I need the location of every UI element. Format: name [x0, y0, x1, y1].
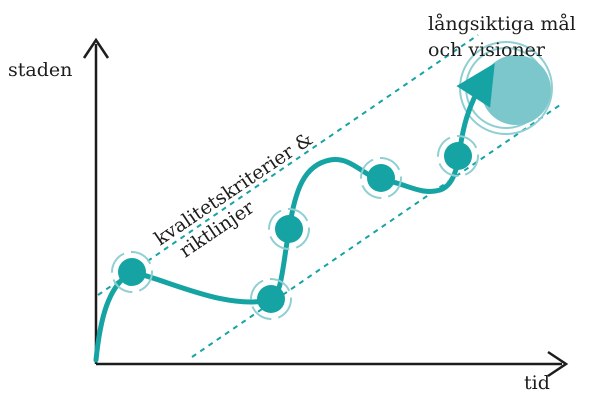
milestone-node-1 — [111, 251, 153, 293]
milestone-dot — [275, 215, 303, 243]
y-axis-arrowhead — [82, 37, 110, 59]
band-label: kvalitetskriterier & riktlinjer — [150, 128, 317, 262]
axis-x-label: tid — [524, 372, 550, 394]
development-path — [93, 63, 495, 363]
milestone-node-2 — [250, 278, 292, 320]
milestone-dot — [444, 142, 472, 170]
milestone-dot — [367, 164, 395, 192]
milestone-node-5 — [437, 135, 479, 177]
axis-y-label: staden — [8, 59, 72, 81]
goal-fill — [481, 55, 551, 125]
goal-circle — [459, 41, 553, 135]
goal-label-line1: långsiktiga mål — [428, 13, 576, 35]
milestone-dot — [118, 258, 146, 286]
quality-corridor — [97, 34, 561, 358]
milestone-node-4 — [360, 157, 402, 199]
corridor-lower-line — [191, 104, 561, 358]
corridor-upper-line — [97, 34, 479, 296]
goal-label-line2: och visioner — [428, 39, 546, 61]
milestone-dot — [257, 285, 285, 313]
x-axis-arrowhead — [547, 350, 569, 378]
axes — [82, 37, 569, 378]
milestone-node-3 — [268, 208, 310, 250]
